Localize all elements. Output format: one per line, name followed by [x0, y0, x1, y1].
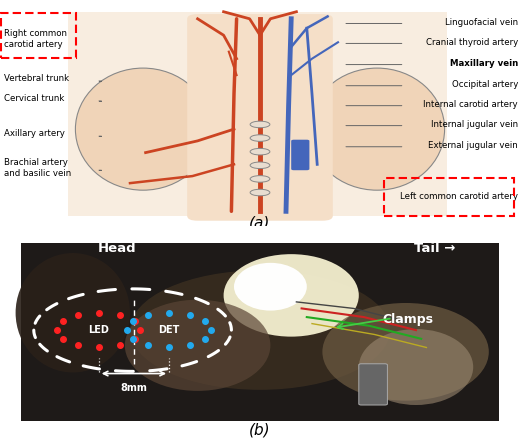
Text: Right common
carotid artery: Right common carotid artery	[4, 29, 67, 49]
Text: Vertebral trunk: Vertebral trunk	[4, 74, 69, 83]
Ellipse shape	[130, 270, 390, 390]
Text: Internal carotid artery: Internal carotid artery	[423, 100, 518, 109]
Text: Maxillary vein: Maxillary vein	[450, 59, 518, 68]
Text: Left common carotid artery: Left common carotid artery	[400, 191, 518, 201]
Text: External jugular vein: External jugular vein	[428, 141, 518, 150]
Text: Brachial artery
and basilic vein: Brachial artery and basilic vein	[4, 158, 71, 178]
Text: Cervical trunk: Cervical trunk	[4, 94, 64, 103]
Text: Cranial thyroid artery: Cranial thyroid artery	[426, 38, 518, 47]
Ellipse shape	[16, 253, 130, 373]
Ellipse shape	[224, 254, 359, 337]
Text: DET: DET	[158, 325, 180, 335]
Ellipse shape	[250, 175, 270, 182]
Ellipse shape	[250, 148, 270, 155]
Text: (b): (b)	[249, 423, 271, 438]
Ellipse shape	[359, 329, 473, 405]
Ellipse shape	[75, 68, 211, 190]
Ellipse shape	[322, 303, 489, 400]
Text: Clamps: Clamps	[382, 313, 433, 326]
Bar	[384, 178, 514, 216]
Ellipse shape	[250, 121, 270, 128]
Ellipse shape	[125, 300, 270, 391]
Text: 8mm: 8mm	[121, 383, 148, 392]
Text: LED: LED	[88, 325, 109, 335]
Text: (a): (a)	[249, 215, 271, 230]
Text: Tail →: Tail →	[413, 242, 455, 255]
Ellipse shape	[250, 135, 270, 141]
Ellipse shape	[234, 263, 307, 311]
Bar	[1, 13, 76, 58]
Ellipse shape	[250, 162, 270, 169]
Text: Internal jugular vein: Internal jugular vein	[431, 120, 518, 129]
Ellipse shape	[309, 68, 445, 190]
Text: Occipital artery: Occipital artery	[451, 80, 518, 89]
FancyBboxPatch shape	[359, 364, 387, 405]
Text: Head: Head	[98, 242, 136, 255]
Text: Axillary artery: Axillary artery	[4, 129, 64, 138]
Ellipse shape	[250, 189, 270, 196]
Bar	[21, 243, 499, 421]
Text: Linguofacial vein: Linguofacial vein	[445, 18, 518, 27]
FancyBboxPatch shape	[291, 140, 309, 170]
FancyBboxPatch shape	[187, 14, 333, 221]
Bar	[68, 12, 447, 216]
